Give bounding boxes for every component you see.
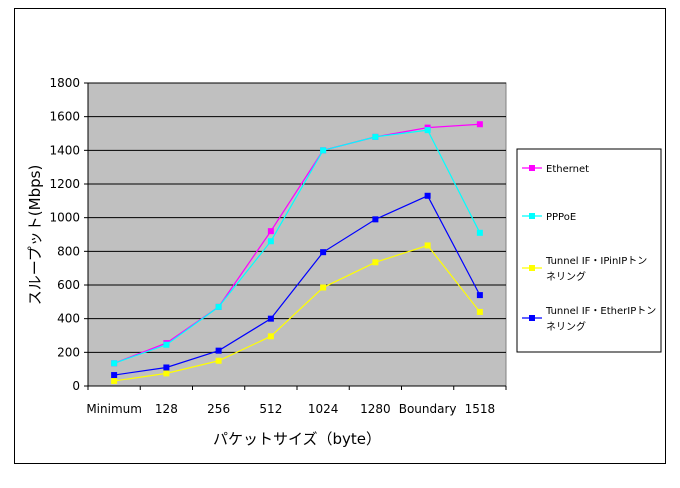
series-line xyxy=(113,123,480,364)
x-axis-title: パケットサイズ（byte） xyxy=(213,430,381,448)
y-tick-labels: 0 200 400 600 800 1000 1200 1400 1600 1800 xyxy=(49,76,80,393)
legend-item: Tunnel IF・IPinIPトンネリング xyxy=(522,256,647,283)
data-point xyxy=(215,303,222,310)
y-tick-label: 1400 xyxy=(49,143,80,157)
data-point xyxy=(424,192,431,199)
data-point xyxy=(163,364,170,371)
y-tick-label: 1600 xyxy=(49,110,80,124)
series xyxy=(111,127,483,367)
y-tick-label: 600 xyxy=(57,278,80,292)
y-tick-label: 200 xyxy=(57,345,80,359)
y-tick-label: 1000 xyxy=(49,211,80,225)
x-tick-label: 1280 xyxy=(360,402,391,416)
data-point xyxy=(476,292,483,299)
legend-swatch-marker xyxy=(529,213,535,219)
legend-item: Ethernet xyxy=(522,164,589,175)
data-point xyxy=(320,147,327,154)
data-point xyxy=(215,347,222,354)
series xyxy=(111,192,483,379)
x-tick-label: 128 xyxy=(155,402,178,416)
series xyxy=(111,242,483,384)
y-tick-label: 0 xyxy=(72,379,80,393)
legend-item: PPPoE xyxy=(522,212,576,223)
x-tick-labels: Minimum 128 256 512 1024 1280 Boundary 1518 xyxy=(86,402,495,416)
data-point xyxy=(163,370,170,377)
series-line xyxy=(114,195,481,376)
data-point xyxy=(163,341,170,348)
legend-label: Tunnel IF・IPinIPトンネリング xyxy=(545,256,647,283)
data-point xyxy=(476,308,483,315)
x-tick-label: 1518 xyxy=(465,402,496,416)
data-point xyxy=(372,259,379,266)
data-point xyxy=(111,377,118,384)
legend-label: PPPoE xyxy=(546,212,576,223)
axes xyxy=(84,82,507,390)
legend-swatch-marker xyxy=(529,265,535,271)
legend-swatch-marker xyxy=(529,315,535,321)
data-point xyxy=(267,228,274,235)
series-group xyxy=(111,121,483,384)
data-point xyxy=(111,372,118,379)
x-tick-label: Minimum xyxy=(86,402,142,416)
data-point xyxy=(424,242,431,249)
data-point xyxy=(215,357,222,364)
data-point xyxy=(476,229,483,236)
data-point xyxy=(424,127,431,134)
legend-item: Tunnel IF・EtherIPトンネリング xyxy=(522,306,656,333)
x-tick-label: 512 xyxy=(259,402,282,416)
data-point xyxy=(267,333,274,340)
data-point xyxy=(476,121,483,128)
legend-label: Tunnel IF・EtherIPトンネリング xyxy=(545,306,656,333)
y-tick-label: 1200 xyxy=(49,177,80,191)
grid-lines xyxy=(88,82,506,353)
legend-swatch-marker xyxy=(529,165,535,171)
y-tick-label: 800 xyxy=(57,244,80,258)
legend: Ethernet PPPoE Tunnel IF・IPinIPトンネリング Tunne… xyxy=(516,148,662,353)
legend-box xyxy=(516,148,662,353)
data-point xyxy=(320,249,327,256)
data-point xyxy=(111,360,118,367)
data-point xyxy=(372,133,379,140)
series-line xyxy=(113,129,481,364)
plot-area xyxy=(87,82,507,387)
x-tick-label: 1024 xyxy=(308,402,339,416)
legend-label: Ethernet xyxy=(546,164,589,175)
y-axis-title: スループット(Mbps) xyxy=(26,165,44,306)
series-line xyxy=(114,244,481,382)
y-tick-label: 1800 xyxy=(49,76,80,90)
data-point xyxy=(372,216,379,223)
data-point xyxy=(267,238,274,245)
y-tick-label: 400 xyxy=(57,312,80,326)
data-point xyxy=(320,284,327,291)
data-point xyxy=(267,315,274,322)
x-tick-label: Boundary xyxy=(399,402,457,416)
x-tick-label: 256 xyxy=(207,402,230,416)
